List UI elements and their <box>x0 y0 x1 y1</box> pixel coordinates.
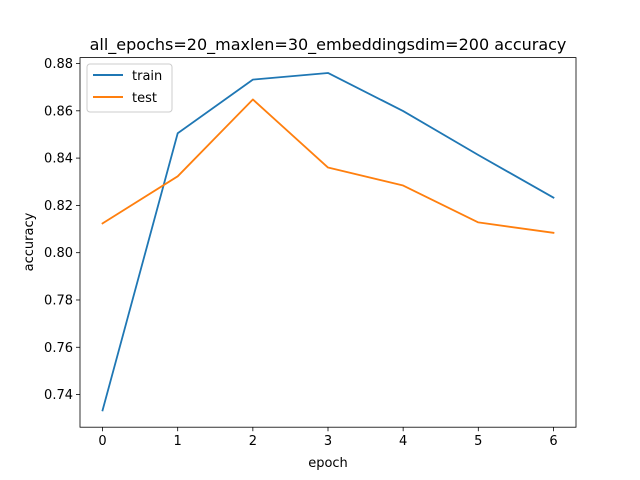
y-tick-label: 0.74 <box>44 388 73 403</box>
y-tick-label: 0.80 <box>44 246 73 261</box>
y-tick-label: 0.82 <box>44 199 73 214</box>
x-axis-ticks: 0 1 2 3 4 5 6 <box>98 427 558 449</box>
y-axis-ticks: 0.74 0.76 0.78 0.80 0.82 0.84 0.86 0.88 <box>44 57 80 403</box>
series-lines <box>101 72 555 412</box>
y-tick-label: 0.76 <box>44 341 73 356</box>
x-tick-label: 2 <box>249 434 257 449</box>
y-tick-label: 0.78 <box>44 293 73 308</box>
y-tick-label: 0.86 <box>44 104 73 119</box>
x-tick-label: 6 <box>549 434 557 449</box>
x-tick-label: 1 <box>174 434 182 449</box>
y-axis-label: accuracy <box>22 212 37 271</box>
plot-frame <box>79 57 577 428</box>
legend: train test <box>86 63 173 113</box>
x-tick-label: 5 <box>474 434 482 449</box>
x-tick-label: 4 <box>399 434 407 449</box>
x-axis-label: epoch <box>308 456 348 471</box>
chart-title: all_epochs=20_maxlen=30_embeddingsdim=20… <box>90 35 567 55</box>
x-tick-label: 0 <box>98 434 106 449</box>
legend-label-train: train <box>132 69 162 84</box>
x-tick-label: 3 <box>324 434 332 449</box>
legend-label-test: test <box>132 91 157 106</box>
y-tick-label: 0.88 <box>44 57 73 72</box>
y-tick-label: 0.84 <box>44 152 73 167</box>
